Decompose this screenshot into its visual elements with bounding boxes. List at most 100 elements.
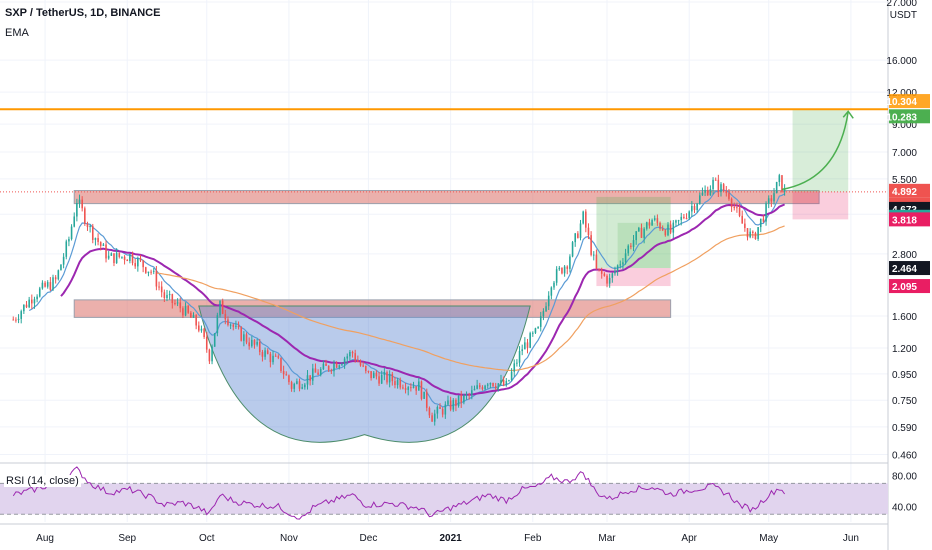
candle-body bbox=[309, 375, 311, 381]
candle-body bbox=[174, 303, 176, 305]
drawing-overlays[interactable] bbox=[781, 110, 854, 191]
candle-body bbox=[205, 336, 208, 350]
candle-body bbox=[648, 222, 651, 226]
candle-body bbox=[691, 205, 693, 212]
indicator-label[interactable]: EMA bbox=[5, 27, 29, 39]
candle-body bbox=[441, 408, 444, 415]
candle-body bbox=[505, 380, 508, 386]
candle-body bbox=[754, 232, 757, 239]
candle-body bbox=[216, 315, 219, 334]
rsi-pane bbox=[0, 466, 888, 520]
candle-body bbox=[471, 390, 473, 396]
candle-body bbox=[282, 370, 285, 375]
price-label-box bbox=[889, 279, 930, 294]
candle-body bbox=[773, 193, 775, 202]
candle-body bbox=[139, 258, 142, 261]
drawing-zones[interactable] bbox=[0, 108, 888, 443]
candle-body bbox=[775, 181, 778, 194]
price-label-text: 3.818 bbox=[892, 215, 917, 226]
candle-body bbox=[203, 328, 205, 337]
price-label-text: 2.464 bbox=[892, 264, 917, 275]
candle-body bbox=[322, 363, 325, 370]
candle-body bbox=[20, 311, 23, 319]
candle-body bbox=[365, 366, 367, 371]
candle-body bbox=[36, 296, 38, 300]
price-tick: 0.590 bbox=[892, 423, 917, 434]
candle-body bbox=[701, 192, 704, 196]
candle-body bbox=[561, 267, 563, 274]
candle-body bbox=[388, 374, 391, 383]
rsi-label[interactable]: RSI (14, close) bbox=[4, 475, 81, 487]
candle-body bbox=[68, 239, 70, 242]
candle-body bbox=[757, 227, 759, 239]
candle-body bbox=[160, 286, 163, 293]
candle-body bbox=[253, 339, 256, 345]
candle-body bbox=[767, 198, 770, 204]
target-zone bbox=[792, 109, 849, 192]
candle-body bbox=[232, 324, 235, 327]
price-tick: 0.750 bbox=[892, 396, 917, 407]
candle-body bbox=[70, 226, 73, 240]
candle-body bbox=[394, 381, 396, 386]
candle-body bbox=[476, 385, 478, 389]
candle-body bbox=[317, 372, 319, 375]
candle-body bbox=[147, 271, 150, 273]
price-tick: 7.000 bbox=[892, 148, 917, 159]
candle-body bbox=[566, 266, 569, 269]
candle-body bbox=[105, 244, 107, 259]
candle-body bbox=[452, 399, 455, 410]
candle-body bbox=[378, 376, 380, 384]
candle-body bbox=[752, 231, 754, 233]
candle-body bbox=[102, 244, 105, 246]
candle-body bbox=[54, 277, 57, 280]
candle-body bbox=[126, 259, 129, 262]
candle-body bbox=[187, 305, 189, 313]
ema-lines bbox=[28, 189, 786, 408]
candle-body bbox=[293, 383, 296, 389]
candle-body bbox=[370, 371, 372, 379]
price-tick: 1.600 bbox=[892, 312, 917, 323]
candle-body bbox=[624, 253, 627, 263]
price-axis[interactable]: 27.00016.00012.0009.0007.0005.5004.0002.… bbox=[877, 0, 932, 550]
candle-body bbox=[46, 282, 49, 287]
candle-body bbox=[110, 253, 113, 256]
candle-body bbox=[314, 368, 317, 373]
candle-body bbox=[91, 225, 94, 240]
candle-body bbox=[542, 311, 545, 317]
time-tick: Oct bbox=[199, 533, 215, 544]
candle-body bbox=[478, 385, 481, 388]
candle-body bbox=[367, 370, 370, 372]
candle-body bbox=[311, 368, 314, 381]
candle-body bbox=[704, 189, 706, 193]
candle-body bbox=[304, 384, 306, 388]
candle-body bbox=[288, 375, 290, 383]
price-label-box bbox=[889, 109, 930, 124]
candle-body bbox=[550, 287, 553, 296]
candle-body bbox=[359, 361, 362, 366]
candle-body bbox=[481, 387, 484, 390]
candle-body bbox=[372, 372, 375, 379]
candle-body bbox=[179, 302, 182, 309]
candle-body bbox=[327, 365, 330, 371]
candle-body bbox=[738, 207, 741, 216]
price-label-box bbox=[889, 261, 930, 276]
price-label-text: 10.283 bbox=[886, 112, 917, 123]
price-tick: 27.000 bbox=[886, 0, 917, 9]
candle-body bbox=[730, 198, 733, 208]
candle-body bbox=[391, 374, 394, 382]
candle-body bbox=[412, 386, 415, 388]
candle-body bbox=[354, 353, 356, 361]
candle-body bbox=[611, 273, 614, 278]
time-axis[interactable]: Aug Sep Oct Nov Dec 2021 Feb Mar Apr May Jun bbox=[36, 533, 859, 544]
candle-body bbox=[306, 375, 309, 385]
candle-body bbox=[680, 216, 683, 221]
price-label-text: 10.304 bbox=[886, 97, 917, 108]
candle-body bbox=[333, 363, 335, 372]
candle-body bbox=[221, 300, 224, 314]
candle-body bbox=[577, 233, 579, 238]
candle-body bbox=[25, 304, 28, 308]
projection-arrow bbox=[781, 111, 849, 191]
candle-body bbox=[585, 211, 587, 228]
candle-body bbox=[653, 218, 656, 221]
